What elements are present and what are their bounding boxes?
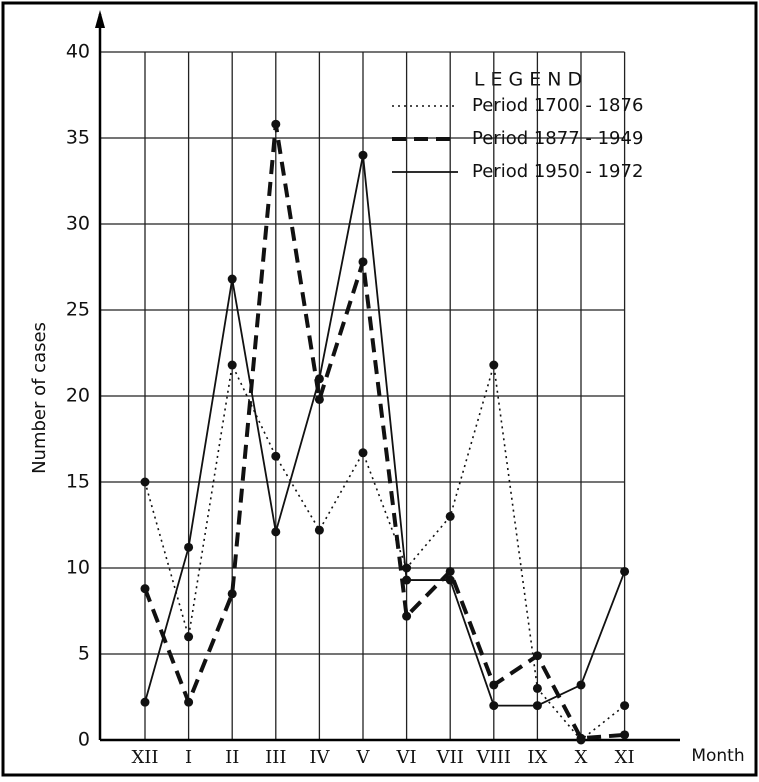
x-tick-label: IV: [309, 747, 330, 768]
x-axis-label: Month: [691, 746, 744, 766]
x-tick-label: IX: [527, 747, 547, 768]
y-tick-label: 10: [66, 557, 90, 579]
legend-label: Period 1700 - 1876: [472, 95, 643, 116]
point: [314, 525, 324, 535]
series-line: [144, 364, 626, 741]
x-tick-label: III: [265, 747, 286, 768]
x-tick-label: XI: [615, 747, 635, 768]
point: [620, 566, 630, 576]
y-tick-label: 0: [78, 729, 90, 751]
point: [184, 697, 194, 707]
y-axis-label: Number of cases: [29, 322, 50, 474]
point: [140, 584, 150, 594]
point: [576, 733, 586, 743]
y-tick-label: 40: [66, 41, 90, 63]
point: [402, 611, 412, 621]
point: [445, 575, 455, 585]
point: [532, 701, 542, 711]
x-tick-label: I: [185, 747, 192, 768]
point: [271, 527, 281, 537]
x-tick-label: VI: [396, 747, 417, 768]
point: [314, 374, 324, 384]
y-tick-label: 30: [66, 213, 90, 235]
point: [445, 566, 455, 576]
point: [576, 680, 586, 690]
point: [227, 360, 237, 370]
x-tick-label: II: [225, 747, 239, 768]
x-tick-label: VIII: [476, 747, 511, 768]
point: [184, 542, 194, 552]
point: [489, 701, 499, 711]
y-tick-label: 15: [66, 471, 90, 493]
point: [620, 730, 630, 740]
point: [140, 477, 150, 487]
y-axis-arrow: [95, 10, 105, 28]
y-tick-label: 20: [66, 385, 90, 407]
series-line: [143, 122, 625, 741]
x-tick-label: V: [356, 747, 371, 768]
point: [314, 394, 324, 404]
legend-label: Period 1877 - 1949: [472, 128, 643, 149]
point: [358, 257, 368, 267]
point: [140, 697, 150, 707]
point: [184, 632, 194, 642]
point: [271, 451, 281, 461]
point: [489, 680, 499, 690]
point: [227, 274, 237, 284]
point: [532, 651, 542, 661]
x-tick-label: XII: [131, 747, 158, 768]
point: [489, 360, 499, 370]
y-tick-label: 5: [78, 643, 90, 665]
point: [271, 119, 281, 129]
series-line: [144, 154, 626, 707]
point: [227, 589, 237, 599]
x-tick-label: VII: [436, 747, 464, 768]
point: [445, 511, 455, 521]
legend-label: Period 1950 - 1972: [472, 161, 643, 182]
point: [532, 683, 542, 693]
point: [358, 150, 368, 160]
legend-title: L E G E N D: [474, 69, 582, 91]
point: [402, 563, 412, 573]
y-tick-label: 35: [66, 127, 90, 149]
point: [358, 448, 368, 458]
point: [620, 701, 630, 711]
point: [402, 575, 412, 585]
x-tick-label: X: [575, 747, 588, 768]
y-tick-label: 25: [66, 299, 90, 321]
